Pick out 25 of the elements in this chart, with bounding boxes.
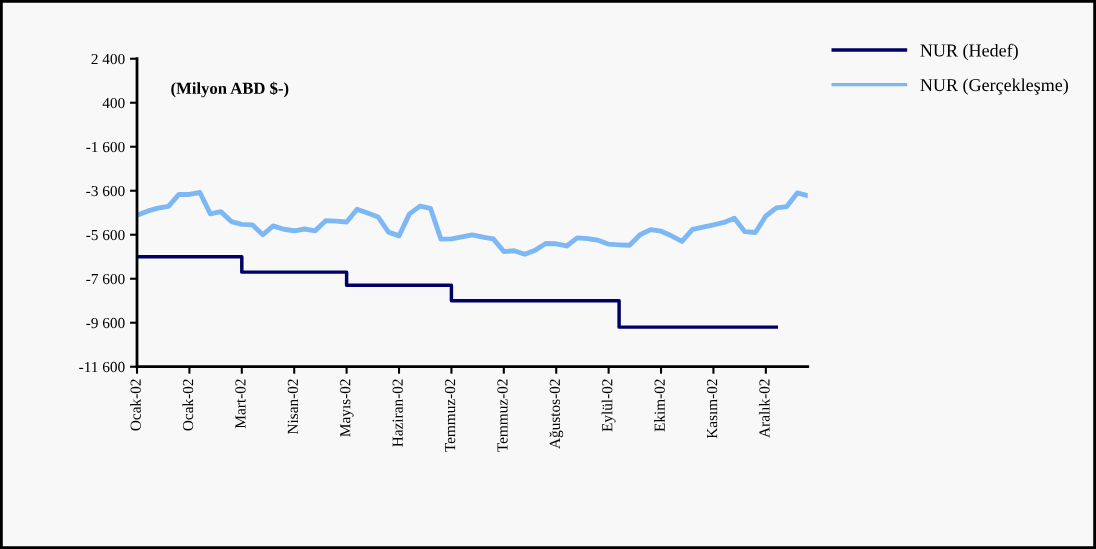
y-tick-label: -11 600 <box>79 361 125 373</box>
x-tick-label: Haziran-02 <box>392 379 403 447</box>
y-tick-label: -3 600 <box>86 185 125 197</box>
x-tick-label: Nisan-02 <box>287 379 299 435</box>
x-tick-label: Temmuz-02 <box>444 379 456 452</box>
y-tick-label: -7 600 <box>86 273 125 285</box>
annotation: (Milyon ABD $-) <box>171 81 289 98</box>
x-tick-label: Mart-02 <box>235 379 246 429</box>
line-series <box>137 190 808 257</box>
y-tick-label: -5 600 <box>86 229 125 241</box>
legend-label: NUR (Hedef) <box>920 43 1018 61</box>
x-tick-label: Kasım-02 <box>706 379 718 439</box>
x-tick-label: Eylül-02 <box>601 379 616 432</box>
x-tick-label: Temmuz-02 <box>497 379 508 452</box>
x-tick-label: Ocak-02 <box>182 379 194 431</box>
x-tick-label: Ocak-02 <box>130 379 141 431</box>
x-tick-label: Ağustos-02 <box>549 379 564 449</box>
legend-label: NUR (Gerçekleşme) <box>920 78 1068 95</box>
x-tick-label: Ekim-02 <box>654 379 665 432</box>
y-tick-label: 400 <box>102 97 125 109</box>
x-tick-label: Mayıs-02 <box>340 379 354 437</box>
y-tick-label: -1 600 <box>86 141 125 153</box>
y-tick-label: 2 400 <box>91 53 125 65</box>
x-tick-label: Aralık-02 <box>758 379 770 438</box>
y-tick-label: -9 600 <box>86 317 125 329</box>
